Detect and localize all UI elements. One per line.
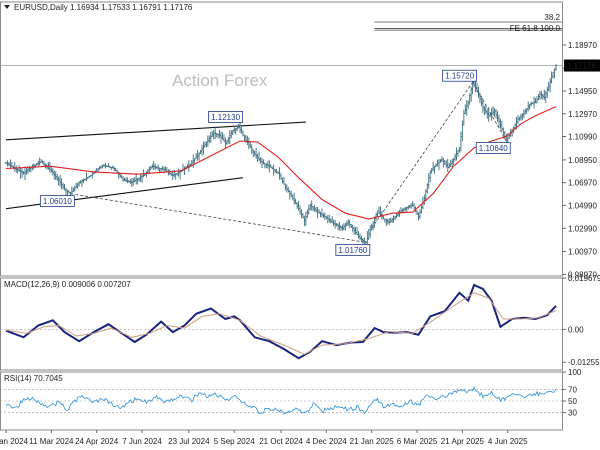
fib-label-61: FE 61.8 100.0 (510, 24, 561, 33)
macd-header-label: MACD(12,26,9) 0.009006 0.007207 (4, 280, 131, 289)
moving-average-line (5, 106, 557, 220)
x-tick-label: 21 Apr 2025 (441, 437, 485, 446)
current-price-tag (564, 59, 600, 72)
price-annotation-label: 1.01760 (338, 246, 367, 255)
x-tick-label: 7 Jun 2024 (122, 437, 162, 446)
price-y-tick-label: 1.14950 (568, 87, 597, 96)
price-annotation-label: 1.15720 (445, 72, 474, 81)
price-y-tick-label: 1.08950 (568, 156, 597, 165)
rsi-y-tick-label: 100 (568, 368, 582, 377)
collapse-triangle-icon (4, 5, 10, 9)
price-y-tick-label: 1.06970 (568, 179, 597, 188)
price-y-tick-label: 1.04990 (568, 201, 597, 210)
solid-trendline (5, 121, 306, 141)
rsi-y-tick-label: 30 (568, 409, 577, 418)
price-annotation-label: 1.12130 (211, 113, 240, 122)
price-annotation-box (39, 195, 75, 208)
x-tick-label: 21 Oct 2024 (259, 437, 303, 446)
dashed-trendline (70, 193, 366, 243)
watermark: Action Forex (172, 71, 268, 90)
fib-label-38: 38.2 (544, 13, 560, 22)
x-tick-label: 5 Sep 2024 (214, 437, 255, 446)
price-annotation-box (475, 142, 511, 154)
macd-signal-line (5, 292, 557, 355)
dashed-trendline (371, 82, 473, 229)
price-annotation-box (335, 243, 371, 256)
price-pane-frame (0, 1, 563, 277)
macd-pane-frame (0, 277, 563, 371)
price-annotation-box (442, 69, 478, 82)
macd-y-tick-label: 0.00 (568, 325, 584, 334)
price-header-label: EURUSD,Daily 1.16934 1.17533 1.16791 1.1… (14, 3, 193, 12)
rsi-y-tick-label: 50 (568, 397, 577, 406)
price-y-tick-label: 0.98970 (568, 270, 597, 279)
x-tick-label: 4 Dec 2024 (306, 437, 347, 446)
x-tick-label: 24 Apr 2024 (75, 437, 119, 446)
price-annotation-label: 1.10640 (479, 144, 508, 153)
price-y-tick-label: 1.02990 (568, 224, 597, 233)
dashed-trendline (472, 82, 507, 141)
x-tick-label: 6 Mar 2025 (397, 437, 438, 446)
macd-y-tick-label: 0.019679 (568, 274, 600, 283)
rsi-line (5, 386, 557, 415)
x-tick-label: 4 Jun 2025 (488, 437, 528, 446)
macd-line (5, 283, 557, 360)
x-tick-label: 23 Jul 2024 (168, 437, 210, 446)
price-annotation-box (208, 111, 243, 123)
macd-y-tick-label: -0.012552 (568, 358, 600, 367)
rsi-header-label: RSI(14) 70.7045 (4, 374, 63, 383)
x-tick-label: 11 Mar 2024 (29, 437, 74, 446)
current-price-label: 1.17176 (567, 62, 596, 71)
price-y-tick-label: 1.18970 (568, 41, 597, 50)
x-tick-label: 21 Jan 2025 (350, 437, 395, 446)
price-y-tick-label: 1.00970 (568, 247, 597, 256)
price-annotation-label: 1.06010 (43, 197, 72, 206)
rsi-y-tick-label: 70 (568, 385, 577, 394)
price-y-tick-label: 1.12970 (568, 110, 597, 119)
price-y-tick-label: 1.10990 (568, 132, 597, 141)
x-tick-label: 25 Jan 2024 (0, 437, 29, 446)
